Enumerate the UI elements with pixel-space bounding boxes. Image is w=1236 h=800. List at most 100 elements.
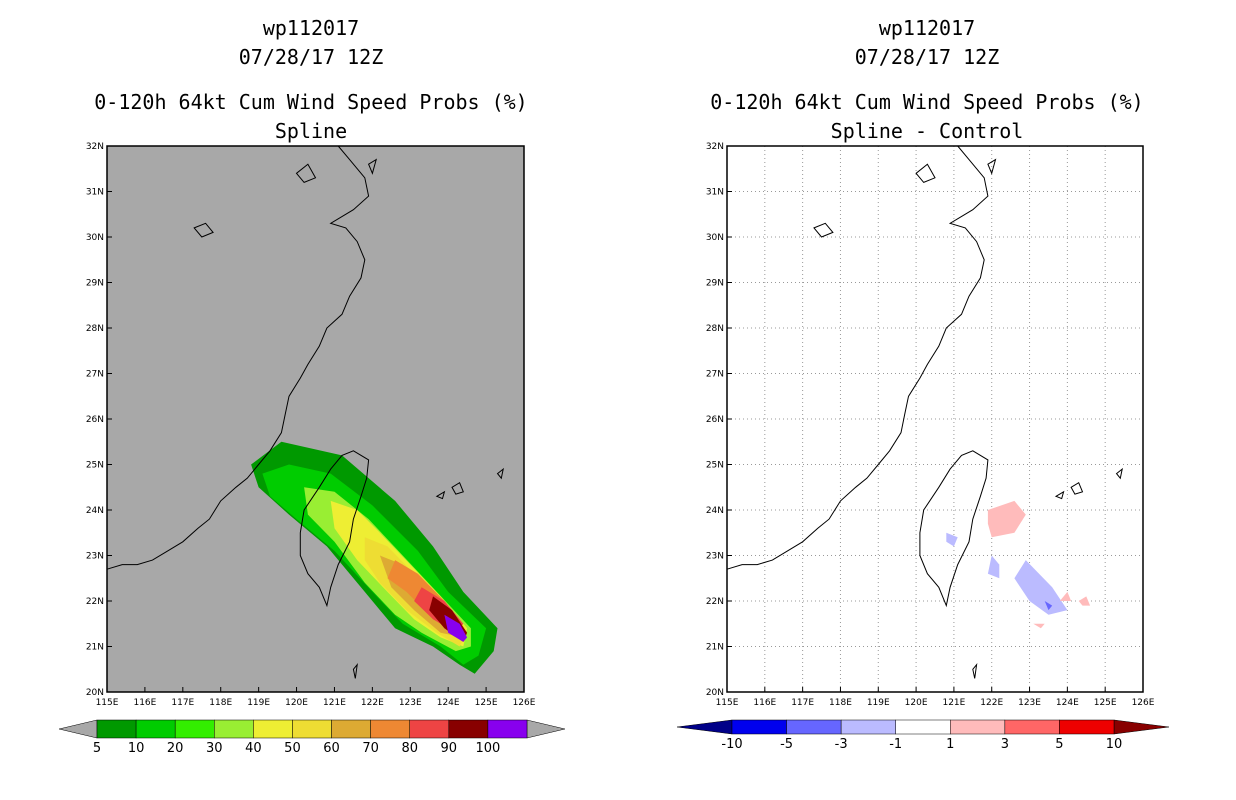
coastline-island: [352, 663, 358, 679]
colorbar-right-triangle: [526, 719, 566, 739]
y-tick-label: 32N: [86, 142, 104, 152]
x-tick-label: 126E: [513, 698, 536, 708]
y-tick-label: 26N: [86, 415, 104, 425]
colorbar-swatch: [487, 719, 528, 739]
x-tick-label: 124E: [437, 698, 460, 708]
coastline-island: [451, 481, 464, 495]
x-tick-label: 120E: [285, 698, 308, 708]
colorbar-swatch: [370, 719, 410, 739]
x-tick-label: 121E: [942, 698, 965, 708]
colorbar-swatch: [253, 719, 293, 739]
left-title-product: 0-120h 64kt Cum Wind Speed Probs (%): [94, 90, 528, 114]
x-tick-label: 117E: [171, 698, 194, 708]
x-tick-label: 123E: [1018, 698, 1041, 708]
coastline-taiwan: [299, 450, 370, 608]
right-title-subtitle: Spline - Control: [830, 119, 1024, 143]
y-tick-label: 28N: [706, 324, 724, 334]
x-tick-label: 125E: [1094, 698, 1117, 708]
colorbar-label: 100: [475, 741, 500, 756]
right-title-product: 0-120h 64kt Cum Wind Speed Probs (%): [710, 90, 1144, 114]
x-tick-label: 126E: [1132, 698, 1155, 708]
coastline-island: [1054, 490, 1065, 500]
colorbar-swatch: [731, 719, 787, 735]
coastline-island: [1115, 467, 1123, 480]
colorbar-swatch: [214, 719, 254, 739]
x-tick-label: 118E: [829, 698, 852, 708]
y-tick-label: 31N: [706, 188, 724, 198]
colorbar-label: 40: [245, 741, 262, 756]
y-tick-label: 24N: [706, 506, 724, 516]
y-tick-label: 23N: [86, 552, 104, 562]
right-title-storm-id: wp112017: [878, 16, 976, 40]
colorbar-swatch: [1059, 719, 1115, 735]
x-tick-label: 124E: [1056, 698, 1079, 708]
left-title-date: 07/28/17 12Z: [238, 45, 384, 69]
left-title: wp112017 07/28/17 12Z 0-120h 64kt Cum Wi…: [11, 14, 611, 146]
colorbar-right-triangle: [1113, 719, 1170, 735]
y-tick-label: 22N: [706, 597, 724, 607]
colorbar-swatch: [174, 719, 215, 739]
colorbar-swatch: [331, 719, 371, 739]
x-tick-label: 115E: [96, 698, 119, 708]
colorbar-left-triangle: [676, 719, 733, 735]
colorbar-label: 5: [93, 741, 101, 756]
y-tick-label: 22N: [86, 597, 104, 607]
colorbar-label: 20: [167, 741, 184, 756]
coastline-island: [496, 467, 504, 480]
y-tick-label: 27N: [86, 370, 104, 380]
x-tick-label: 118E: [209, 698, 232, 708]
contour-level-3: [1078, 596, 1091, 606]
colorbar-left-triangle: [58, 719, 98, 739]
y-tick-label: 29N: [86, 279, 104, 289]
colorbar-label: -3: [835, 737, 848, 752]
colorbar-label: 50: [284, 741, 301, 756]
colorbar-label: -5: [780, 737, 793, 752]
right-colorbar: -10 -5 -3 -1 1 3 5 10: [676, 719, 1170, 752]
contour-level--5: [1044, 601, 1053, 611]
y-tick-label: 25N: [86, 461, 104, 471]
coastline-island: [295, 163, 317, 183]
contour-level--3: [1014, 560, 1068, 615]
coastline-island: [367, 158, 378, 175]
coastline-island: [972, 663, 978, 679]
colorbar-label: 10: [1106, 737, 1123, 752]
x-tick-label: 121E: [323, 698, 346, 708]
coastline-island: [435, 490, 446, 500]
coastline-island: [193, 222, 214, 238]
coastline-island: [987, 158, 997, 175]
colorbar-swatch: [135, 719, 176, 739]
coastline-china: [106, 145, 370, 570]
colorbar-swatch: [786, 719, 842, 735]
colorbar-label: 5: [1055, 737, 1063, 752]
y-tick-label: 25N: [706, 461, 724, 471]
contour-level-3: [987, 500, 1026, 538]
y-tick-label: 32N: [706, 142, 724, 152]
y-tick-label: 20N: [86, 688, 104, 698]
y-tick-label: 24N: [86, 506, 104, 516]
colorbar-swatch: [292, 719, 332, 739]
contour-level-3: [1059, 591, 1072, 601]
contour-level--3: [946, 532, 958, 547]
x-tick-label: 120E: [905, 698, 928, 708]
colorbar-label: 1: [946, 737, 954, 752]
coastline-island: [1070, 481, 1084, 495]
contour-level-100: [444, 614, 468, 642]
colorbar-swatch: [1004, 719, 1060, 735]
colorbar-label: 10: [128, 741, 145, 756]
colorbar-label: 3: [1001, 737, 1009, 752]
colorbar-label: -10: [721, 737, 742, 752]
y-tick-label: 23N: [706, 552, 724, 562]
colorbar-label: 30: [206, 741, 223, 756]
y-tick-label: 29N: [706, 279, 724, 289]
y-tick-label: 21N: [86, 643, 104, 653]
x-tick-label: 119E: [867, 698, 890, 708]
x-tick-label: 123E: [399, 698, 422, 708]
y-tick-label: 26N: [706, 415, 724, 425]
colorbar-swatch: [950, 719, 1006, 735]
right-map-panel: 115E 116E 117E 118E 119E 120E 121E 122E 123E 124E…: [706, 142, 1155, 708]
colorbar-label: 90: [441, 741, 458, 756]
contour-level-3: [1033, 623, 1045, 629]
colorbar-swatch: [840, 719, 896, 735]
x-tick-label: 125E: [475, 698, 498, 708]
